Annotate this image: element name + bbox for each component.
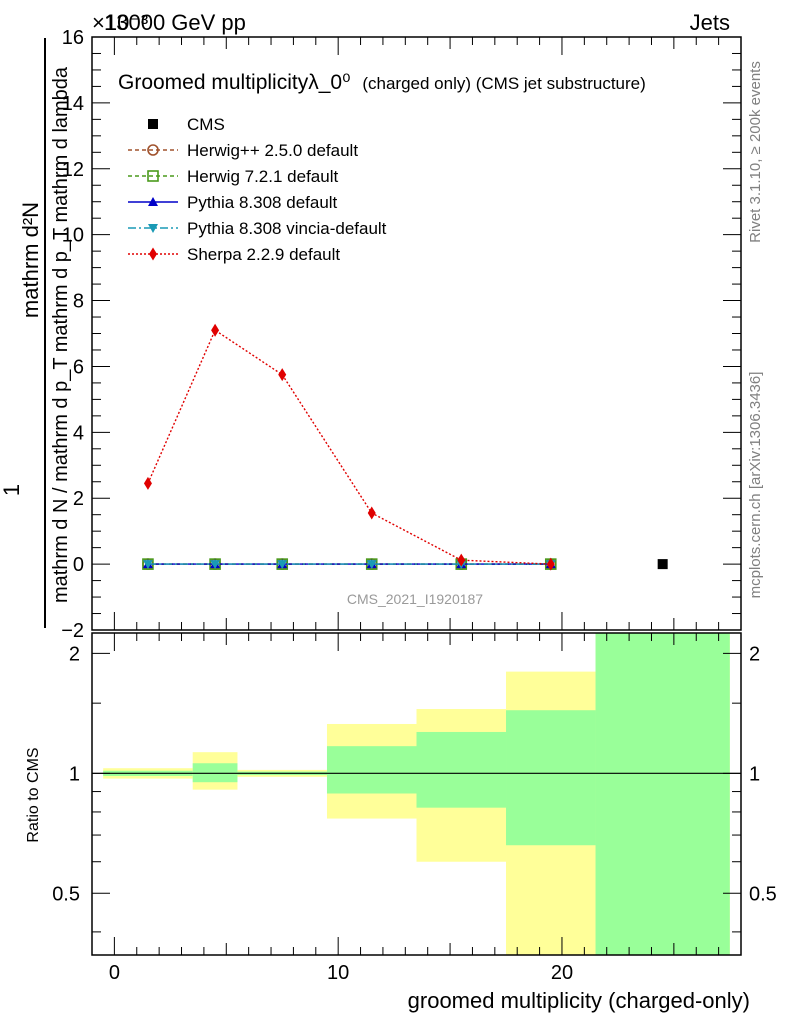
main-ylabel: 1 mathrm d²N mathrm d N / mathrm d p_T m… [0,38,72,628]
plot-title-suffix: (charged only) (CMS jet substructure) [362,74,645,93]
series-point-vincia [142,560,153,570]
mcplots-label: mcplots.cern.ch [arXiv:1306.3436] [747,372,764,599]
main-ylabel-one: 1 [0,484,24,496]
xaxis-label: groomed multiplicity (charged-only) [408,988,750,1013]
rivet-label: Rivet 3.1.10, ≥ 200k events [747,61,764,243]
legend-label-herwig_pp: Herwig++ 2.5.0 default [187,141,358,160]
exponent-label: ×10⁻³ [92,10,148,35]
series-layer [142,323,668,571]
series-point-sherpa [367,506,376,520]
legend-label-cms: CMS [187,115,225,134]
legend-label-vincia: Pythia 8.308 vincia-default [187,219,387,238]
ratio-ytick-label: 2 [69,643,80,665]
main-ytick-label: 0 [73,554,84,576]
ratio-band-inner-4 [416,731,507,808]
main-ytick-label: 10 [62,225,84,247]
series-point-sherpa [211,323,220,337]
main-ytick-label: −2 [61,620,84,642]
main-ytick-label: 16 [62,27,84,49]
series-line-sherpa [147,329,551,565]
ratio-xtick-label: 20 [551,962,573,984]
legend-label-sherpa: Sherpa 2.2.9 default [187,245,340,264]
legend-marker-pythia [148,197,158,206]
plot-title-main: Groomed multiplicityλ_0⁰ [118,71,351,94]
ratio-ytick-label-right: 0.5 [749,883,777,905]
legend-marker-vincia [148,224,158,233]
main-ytick-label: 2 [73,488,84,510]
legend: CMS Herwig++ 2.5.0 default Herwig 7.2.1 de… [128,115,387,264]
ratio-ytick-label: 1 [69,763,80,785]
series-point-vincia [366,560,377,570]
main-ytick-label: 6 [73,356,84,378]
ratio-band-inner-3 [326,746,417,794]
main-ytick-label: 8 [73,291,84,313]
ratio-ylabel: Ratio to CMS [25,747,42,842]
main-ytick-label: 14 [62,93,84,115]
analysis-watermark: CMS_2021_I1920187 [347,591,483,607]
ratio-band-inner-5 [506,710,596,846]
main-ytick-label: 12 [62,159,84,181]
ratio-ytick-label-right: 2 [749,643,760,665]
energy-label: 13000 GeV pp [104,10,246,35]
ratio-ytick-label-right: 1 [749,763,760,785]
ratio-xtick-label: 0 [109,962,120,984]
main-ylabel-bottom: mathrm d N / mathrm d p_T mathrm d p_T m… [50,66,72,603]
ratio-ytick-label: 0.5 [52,883,80,905]
series-point-sherpa [278,368,287,382]
legend-label-herwig7: Herwig 7.2.1 default [187,167,338,186]
ratio-panel-frame [91,632,742,956]
legend-marker-sherpa [149,247,157,261]
legend-marker-herwig7 [147,170,159,182]
ratio-band-inner-6 [595,633,730,955]
series-point-sherpa [143,476,152,490]
ratio-xtick-label: 10 [327,962,349,984]
series-point-vincia [210,560,221,570]
legend-label-pythia: Pythia 8.308 default [187,193,338,212]
series-point-vincia [277,560,288,570]
legend-marker-herwig_pp [147,144,159,156]
series-point-cms [657,559,668,570]
category-label: Jets [690,10,730,35]
plot-title: Groomed multiplicityλ_0⁰ (charged only) … [118,71,646,94]
series-point-sherpa [546,557,555,571]
series-point-sherpa [457,553,466,567]
legend-marker-cms [148,119,158,129]
main-ytick-label: 4 [73,422,84,444]
main-ylabel-top: mathrm d²N [18,202,43,318]
ratio-bands [92,633,741,955]
ratio-band-inner-1 [192,763,238,783]
